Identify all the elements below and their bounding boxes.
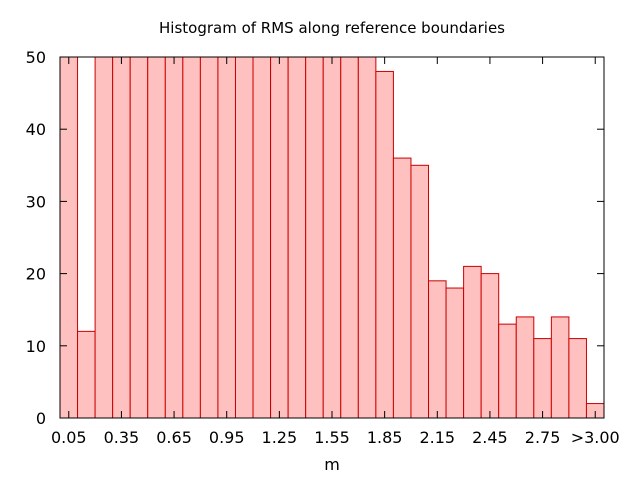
x-axis-label: m <box>324 455 340 474</box>
histogram-bar-13 <box>287 56 307 419</box>
histogram-bar-28 <box>550 316 570 419</box>
histogram-bar-16 <box>340 56 359 419</box>
y-tick-label-5: 50 <box>26 48 46 67</box>
histogram-bar-29 <box>568 338 587 419</box>
y-tick-label-4: 40 <box>26 120 46 139</box>
histogram-bar-19 <box>392 157 412 419</box>
histogram-bar-8 <box>199 56 219 419</box>
y-tick-label-0: 0 <box>36 409 46 428</box>
histogram-bar-10 <box>234 56 254 419</box>
histogram-bar-12 <box>270 56 289 419</box>
histogram-bar-27 <box>533 338 552 419</box>
histogram-bar-6 <box>164 56 184 419</box>
plot-frame <box>59 56 605 419</box>
x-tick-label-7: 2.15 <box>419 428 455 447</box>
histogram-bar-21 <box>428 280 447 419</box>
histogram-bar-23 <box>463 265 482 419</box>
histogram-bar-5 <box>147 56 166 419</box>
histogram-bar-18 <box>375 70 394 419</box>
histogram-bar-7 <box>182 56 201 419</box>
x-tick-label-2: 0.65 <box>156 428 192 447</box>
histogram-bar-22 <box>445 287 465 419</box>
histogram-bar-20 <box>410 164 430 419</box>
histogram-bar-24 <box>480 273 500 419</box>
x-tick-label-0: 0.05 <box>51 428 87 447</box>
x-tick-label-10: >3.00 <box>571 428 620 447</box>
bars-group <box>59 56 605 419</box>
x-tick-label-4: 1.25 <box>262 428 298 447</box>
histogram-bar-25 <box>498 323 517 419</box>
histogram-bar-3 <box>112 56 131 419</box>
chart-title: Histogram of RMS along reference boundar… <box>159 19 505 37</box>
histogram-bar-15 <box>322 56 342 419</box>
histogram-bar-1 <box>77 330 96 419</box>
histogram-bar-0 <box>59 56 79 419</box>
y-tick-label-2: 20 <box>26 265 46 284</box>
x-tick-label-3: 0.95 <box>209 428 245 447</box>
x-tick-label-1: 0.35 <box>104 428 140 447</box>
histogram-bar-17 <box>357 56 377 419</box>
ticks-group: 0 10 20 30 40 50 0.05 0.35 0.65 0.95 1.25 1.55 1.85 2… <box>26 48 620 447</box>
histogram-bar-9 <box>217 56 236 419</box>
histogram-bar-14 <box>305 56 324 419</box>
histogram-bar-26 <box>515 316 535 419</box>
x-tick-label-5: 1.55 <box>314 428 350 447</box>
histogram-bar-4 <box>129 56 149 419</box>
histogram-bar-2 <box>94 56 114 419</box>
x-tick-label-6: 1.85 <box>367 428 403 447</box>
histogram-bar-11 <box>252 56 272 419</box>
y-tick-label-3: 30 <box>26 192 46 211</box>
x-tick-label-8: 2.45 <box>472 428 508 447</box>
x-tick-label-9: 2.75 <box>525 428 561 447</box>
y-tick-label-1: 10 <box>26 337 46 356</box>
